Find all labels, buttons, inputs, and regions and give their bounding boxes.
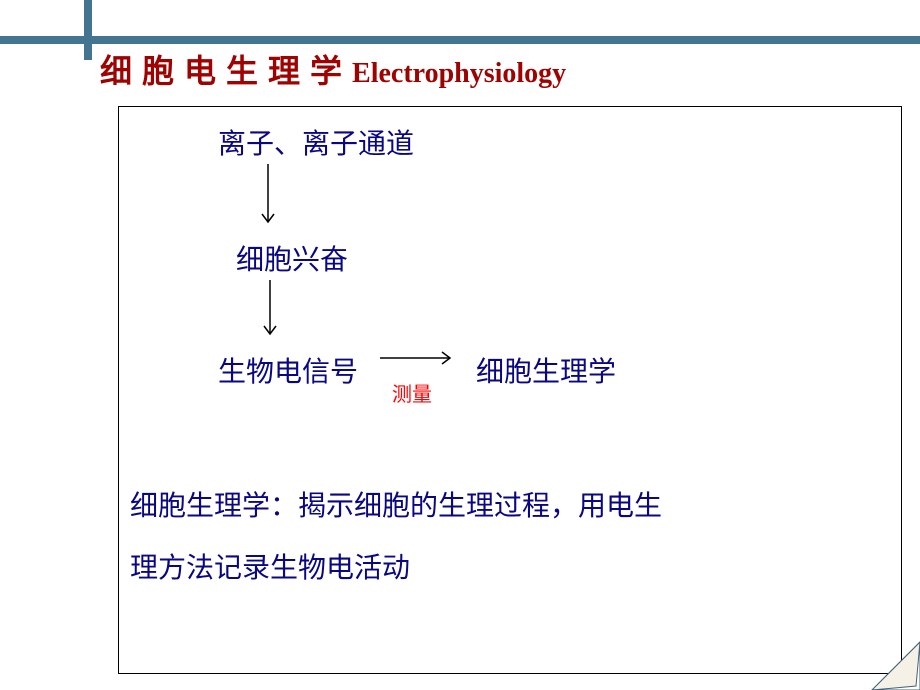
definition-text: 细胞生理学：揭示细胞的生理过程，用电生 理方法记录生物电活动 (130, 476, 662, 599)
flow-node-excitation: 细胞兴奋 (236, 238, 348, 278)
arrow-down-icon (260, 280, 280, 344)
definition-line1: 细胞生理学：揭示细胞的生理过程，用电生 (130, 491, 662, 522)
slide-title: 细胞电生理学 Electrophysiology (100, 46, 566, 92)
title-cross-vertical (84, 0, 92, 60)
arrow-down-icon (258, 164, 278, 232)
definition-line2: 理方法记录生物电活动 (130, 553, 410, 584)
page-curl-icon (872, 642, 920, 690)
title-english: Electrophysiology (352, 58, 566, 90)
slide: 细胞电生理学 Electrophysiology 离子、离子通道 细胞兴奋 生物… (0, 0, 920, 690)
measure-label: 测量 (392, 378, 432, 407)
arrow-right-icon (380, 348, 460, 368)
flow-node-physiology: 细胞生理学 (476, 350, 616, 390)
title-underline (0, 36, 920, 44)
flow-node-ions: 离子、离子通道 (218, 122, 414, 162)
flow-node-biosignal: 生物电信号 (218, 350, 358, 390)
title-chinese: 细胞电生理学 (100, 46, 352, 92)
